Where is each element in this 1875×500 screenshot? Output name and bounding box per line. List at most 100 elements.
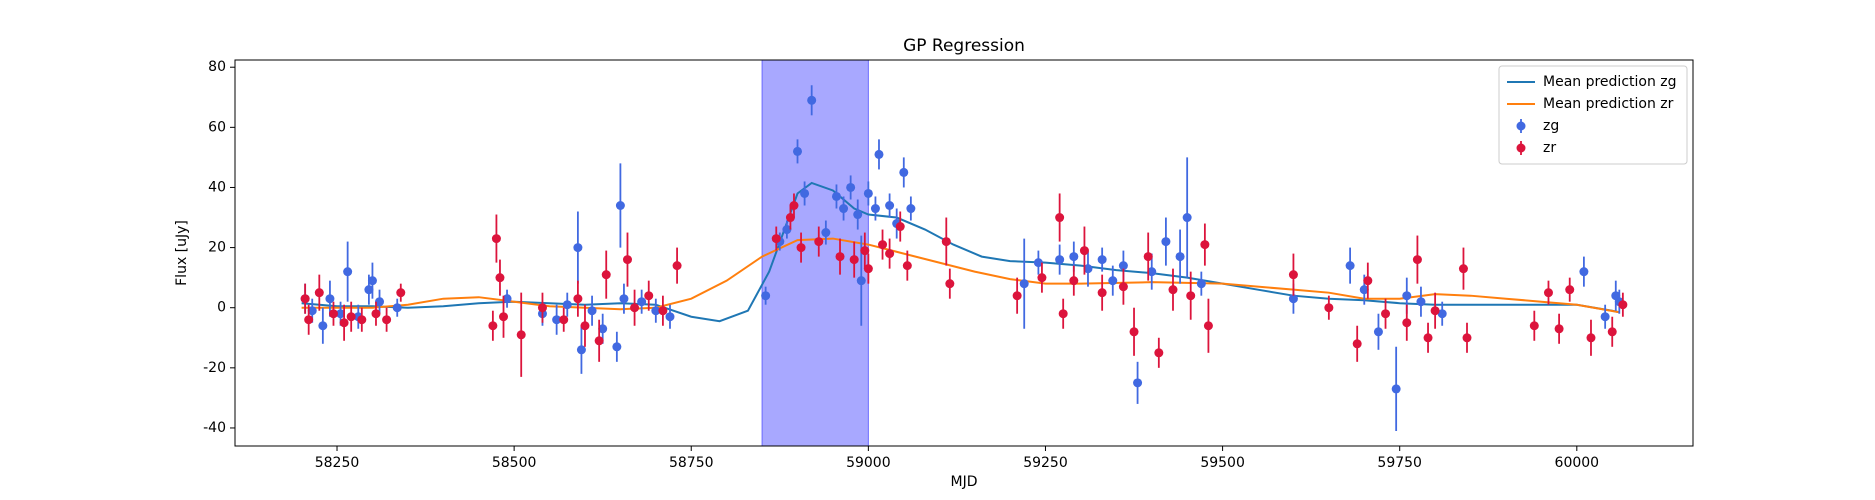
data-point (1055, 213, 1065, 223)
data-point (793, 146, 803, 156)
data-point (1118, 282, 1128, 292)
data-point (1200, 240, 1210, 250)
data-point (1416, 297, 1426, 307)
data-point (1079, 246, 1089, 256)
data-point (491, 234, 501, 244)
data-point (1182, 213, 1192, 223)
data-point (537, 303, 547, 313)
data-point (587, 306, 597, 316)
data-point (1083, 264, 1093, 274)
data-point (1359, 285, 1369, 295)
data-point (839, 204, 849, 214)
data-point (630, 303, 640, 313)
data-point (1033, 258, 1043, 268)
data-point (1196, 279, 1206, 289)
data-point (1324, 303, 1334, 313)
data-point (821, 228, 831, 238)
data-point (1462, 333, 1472, 343)
data-point (367, 276, 377, 286)
data-point (382, 315, 392, 325)
data-point (562, 300, 572, 310)
data-point (651, 306, 661, 316)
data-point (1529, 321, 1539, 331)
y-tick-label: 0 (217, 300, 226, 316)
data-point (499, 312, 509, 322)
data-point (796, 243, 806, 253)
data-point (1288, 270, 1298, 280)
data-point (1579, 267, 1589, 277)
plot-area (300, 85, 1628, 431)
data-point (328, 309, 338, 319)
data-point (495, 273, 505, 283)
data-point (357, 315, 367, 325)
data-point (1381, 309, 1391, 319)
legend-label: zg (1543, 118, 1559, 134)
data-point (594, 336, 604, 346)
x-axis-label: MJD (951, 474, 978, 490)
data-point (1373, 327, 1383, 337)
legend-swatch (1516, 143, 1526, 153)
data-point (1069, 276, 1079, 286)
data-point (1437, 309, 1447, 319)
data-point (371, 309, 381, 319)
data-point (343, 267, 353, 277)
data-point (304, 315, 314, 325)
data-point (364, 285, 374, 295)
data-point (1186, 291, 1196, 301)
data-point (300, 294, 310, 304)
data-point (325, 294, 335, 304)
data-point (392, 303, 402, 313)
data-point (615, 201, 625, 211)
x-tick-label: 60000 (1555, 455, 1600, 471)
data-point (1458, 264, 1468, 274)
legend-label: Mean prediction zg (1543, 74, 1677, 90)
data-point (1019, 279, 1029, 289)
data-point (941, 237, 951, 247)
data-point (1554, 324, 1564, 334)
data-point (1037, 273, 1047, 283)
data-point (601, 270, 611, 280)
data-point (612, 342, 622, 352)
data-point (1154, 348, 1164, 358)
data-point (339, 318, 349, 328)
data-point (1600, 312, 1610, 322)
data-point (1363, 276, 1373, 286)
y-tick-label: 60 (208, 119, 226, 135)
data-point (878, 240, 888, 250)
data-point (1175, 252, 1185, 262)
y-tick-label: 20 (208, 240, 226, 256)
y-tick-label: 40 (208, 179, 226, 195)
data-point (1133, 378, 1143, 388)
data-point (559, 315, 569, 325)
data-point (863, 264, 873, 274)
data-point (885, 249, 895, 259)
data-point (502, 294, 512, 304)
x-tick-label: 58750 (669, 455, 714, 471)
data-point (1288, 294, 1298, 304)
data-point (1069, 252, 1079, 262)
data-point (619, 294, 629, 304)
data-point (1565, 285, 1575, 295)
data-point (831, 191, 841, 201)
data-point (573, 294, 583, 304)
legend-label: zr (1543, 140, 1556, 156)
data-point (375, 297, 385, 307)
data-point (853, 210, 863, 220)
data-point (1203, 321, 1213, 331)
data-point (1012, 291, 1022, 301)
data-point (336, 309, 346, 319)
data-point (1402, 291, 1412, 301)
data-point (1402, 318, 1412, 328)
x-tick-label: 58250 (315, 455, 360, 471)
data-point (945, 279, 955, 289)
data-point (906, 204, 916, 214)
data-point (1055, 255, 1065, 265)
data-point (789, 201, 799, 211)
data-point (1412, 255, 1422, 265)
data-point (1391, 384, 1401, 394)
data-point (885, 201, 895, 211)
data-point (644, 291, 654, 301)
data-point (576, 345, 586, 355)
